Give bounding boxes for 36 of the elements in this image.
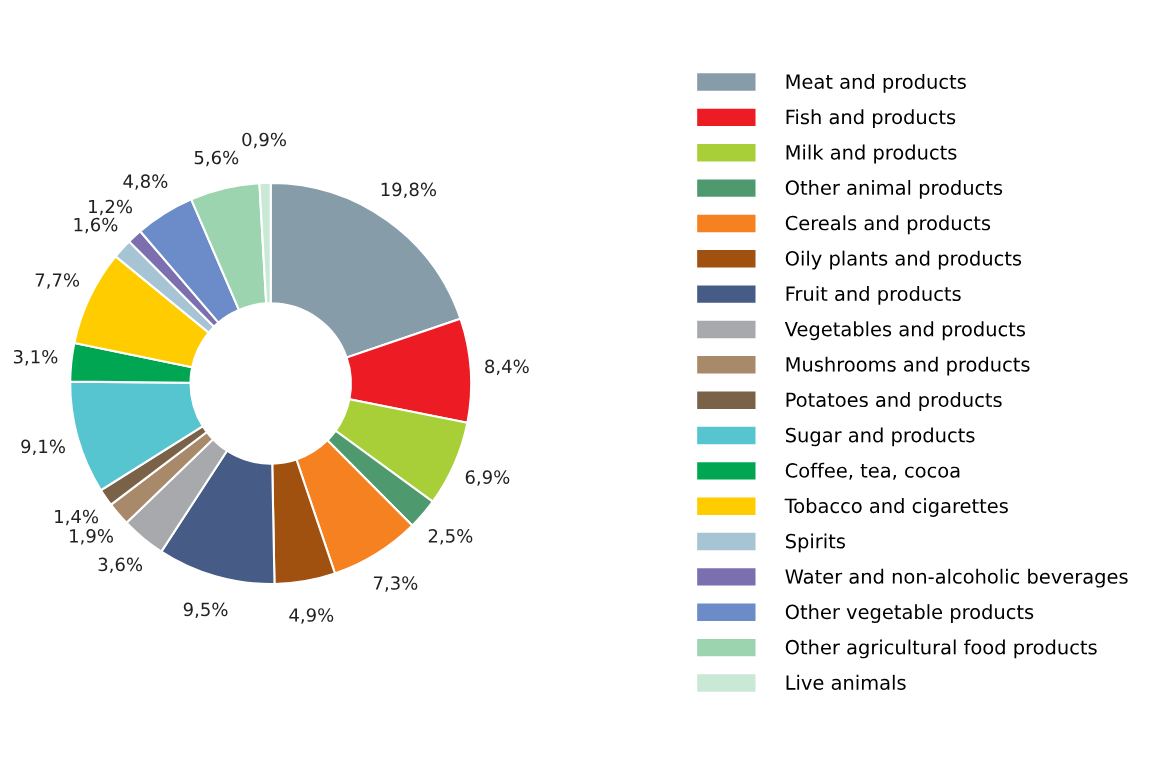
legend-label: Potatoes and products (786, 392, 1002, 411)
data-label: 1,4% (55, 509, 99, 526)
data-label: 8,4% (485, 359, 529, 376)
legend-label: Coffee, tea, cocoa (785, 462, 960, 480)
data-label: 6,9% (465, 470, 510, 486)
data-label: 19,8% (381, 182, 437, 199)
legend-label: Meat and products (786, 73, 966, 93)
data-label: 7,7% (35, 273, 80, 289)
data-label: 9,5% (183, 602, 228, 619)
data-label: 9,1% (21, 439, 65, 456)
data-label: 0,9% (242, 132, 286, 149)
data-label: 3,6% (98, 557, 143, 574)
legend-label: Water and non-alcoholic beverages (785, 568, 1128, 588)
data-label: 1,9% (70, 529, 113, 545)
legend-label: Spirits (785, 533, 845, 553)
data-label: 3,1% (13, 349, 58, 366)
legend-label: Other vegetable products (785, 604, 1034, 623)
legend-label: Cereals and products (785, 215, 991, 235)
legend-label: Other animal products (785, 179, 1003, 199)
legend-label: Fruit and products (786, 286, 961, 305)
legend-label: Vegetables and products (784, 321, 1026, 341)
legend-label: Other agricultural food products (785, 639, 1097, 659)
legend-label: Oily plants and products (785, 250, 1022, 270)
legend-label: Live animals (786, 674, 906, 690)
data-label: 1,6% (74, 217, 118, 234)
legend-label: Milk and products (786, 144, 957, 164)
data-label: 5,6% (194, 150, 239, 167)
legend-label: Sugar and products (785, 427, 975, 447)
legend-label: Tobacco and cigarettes (784, 498, 1008, 517)
data-label: 4,9% (289, 608, 334, 624)
legend-label: Fish and products (786, 109, 956, 129)
data-label: 4,8% (123, 174, 168, 190)
data-label: 7,3% (373, 576, 418, 592)
data-label: 2,5% (428, 529, 473, 545)
legend-label: Mushrooms and products (786, 356, 1030, 376)
data-label: 1,2% (89, 199, 133, 216)
